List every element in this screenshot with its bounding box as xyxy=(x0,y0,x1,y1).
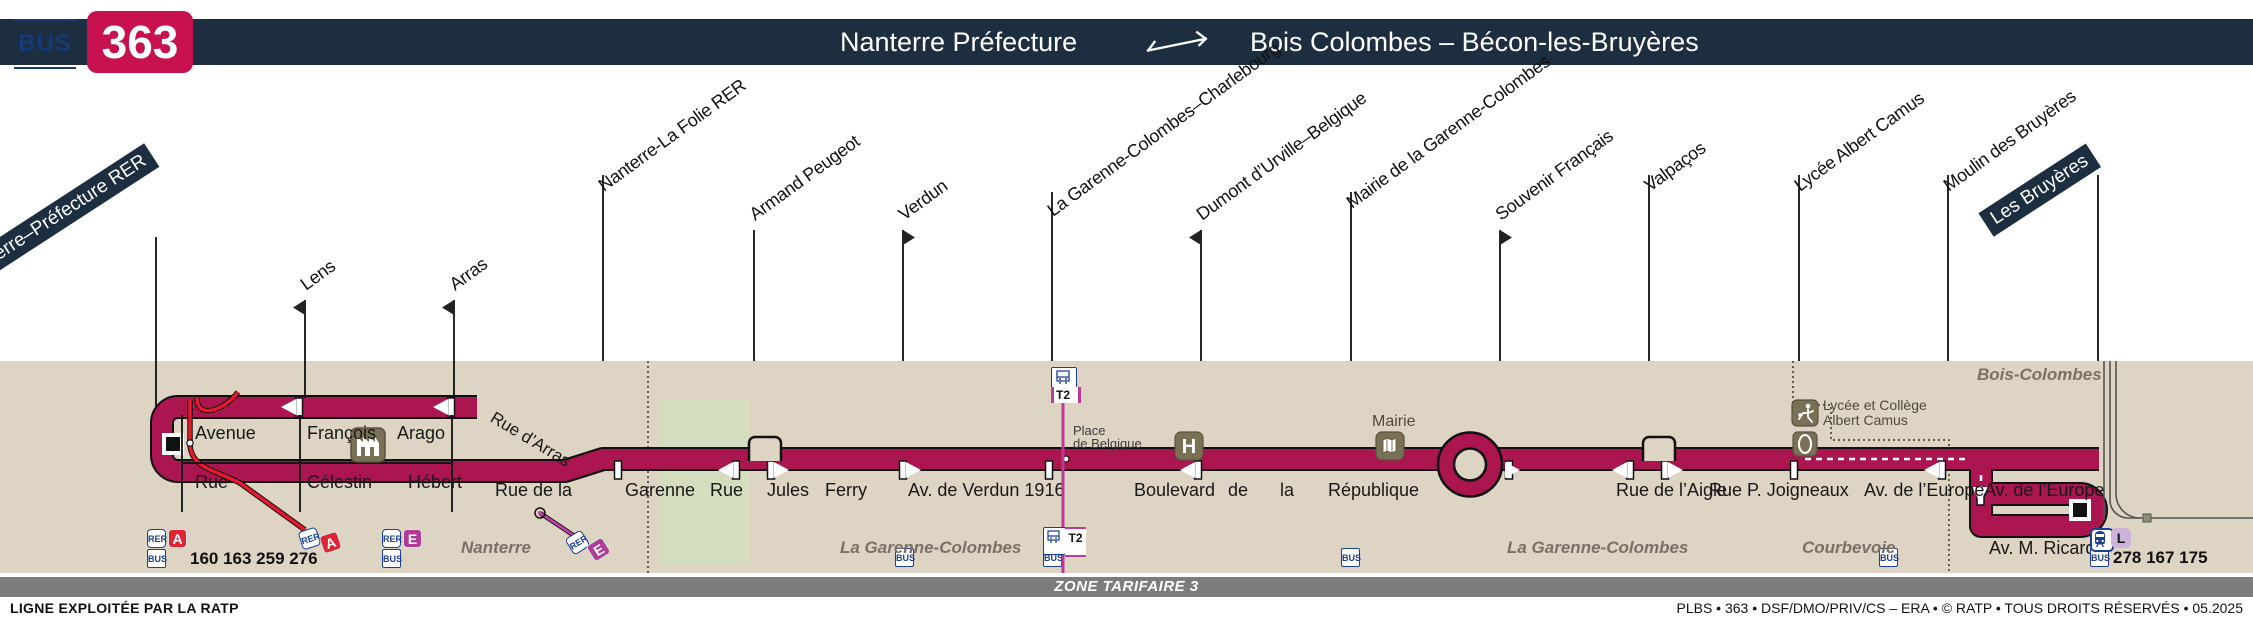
svg-text:H: H xyxy=(1182,436,1196,458)
